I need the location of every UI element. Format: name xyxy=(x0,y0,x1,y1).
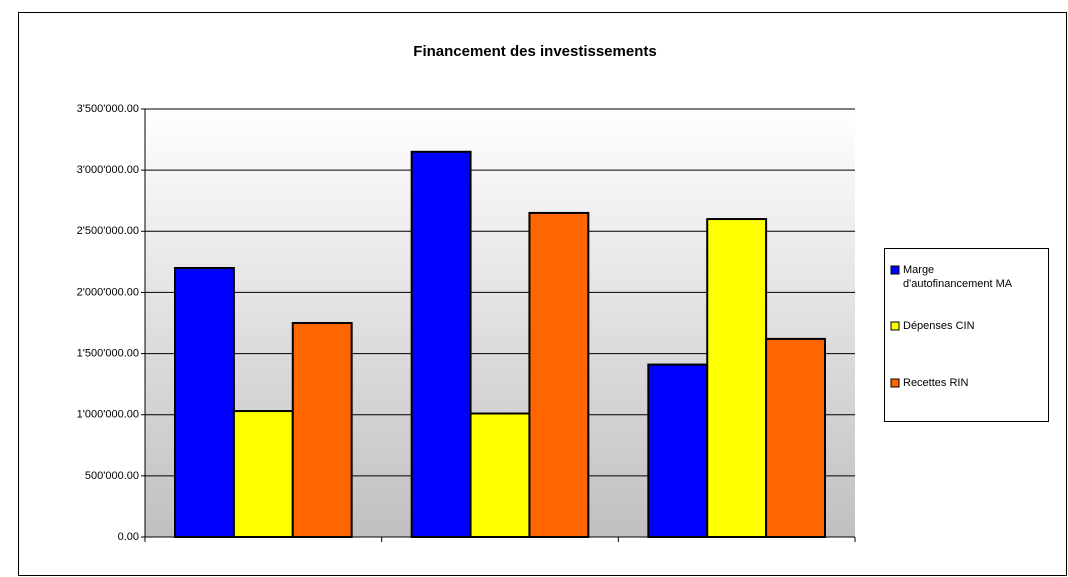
chart-title: Financement des investissements xyxy=(413,43,656,60)
legend-swatch xyxy=(890,321,900,331)
bar xyxy=(291,322,353,538)
bar xyxy=(706,218,768,539)
bar xyxy=(232,410,294,538)
legend-label: Recettes RIN xyxy=(903,377,968,389)
legend-label: Dépenses CIN xyxy=(903,320,975,332)
bar xyxy=(765,337,826,539)
y-tick-label: 1'000'000.00 xyxy=(77,409,139,421)
legend-line: Marge xyxy=(903,264,934,276)
legend-swatch xyxy=(890,265,900,275)
bar xyxy=(528,211,590,538)
y-tick-label: 2'500'000.00 xyxy=(77,225,139,237)
legend-line: d'autofinancement MA xyxy=(903,278,1013,290)
bar xyxy=(410,150,472,539)
bar xyxy=(469,412,531,538)
legend-swatch xyxy=(890,378,900,388)
y-tick-label: 0.00 xyxy=(118,531,139,543)
y-tick-label: 3'500'000.00 xyxy=(77,103,139,115)
bar xyxy=(174,266,235,538)
y-tick-label: 3'000'000.00 xyxy=(77,164,139,176)
bar xyxy=(647,363,709,538)
y-tick-label: 500'000.00 xyxy=(85,470,139,482)
y-tick-label: 2'000'000.00 xyxy=(77,286,139,298)
legend-label: Marge d'autofinancement MA xyxy=(903,264,1013,290)
legend-box xyxy=(884,248,1049,422)
y-tick-label: 1'500'000.00 xyxy=(77,347,139,359)
